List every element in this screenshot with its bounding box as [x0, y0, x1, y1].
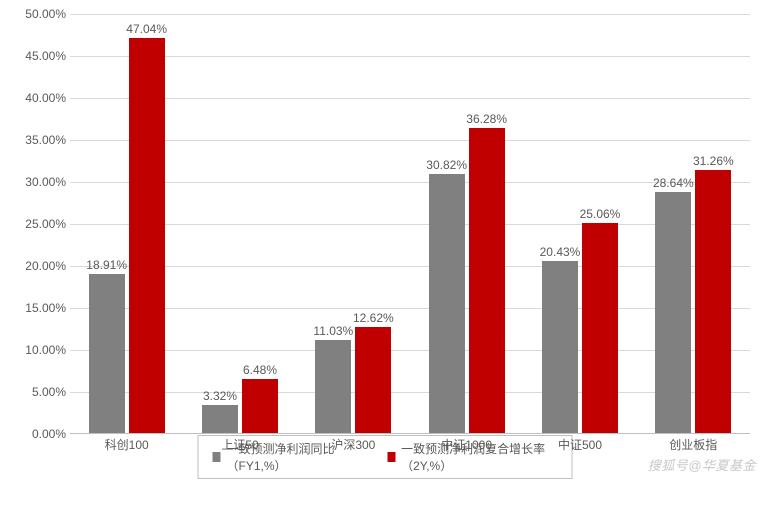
- grid-line: [70, 392, 750, 393]
- bar-value-label: 31.26%: [693, 154, 734, 170]
- grid-line: [70, 266, 750, 267]
- grid-line: [70, 350, 750, 351]
- bar-value-label: 12.62%: [353, 311, 394, 327]
- grid-line: [70, 14, 750, 15]
- bar-value-label: 28.64%: [653, 176, 694, 192]
- bar-series-1: 6.48%: [242, 379, 278, 433]
- bar-value-label: 30.82%: [426, 158, 467, 174]
- bar-value-label: 6.48%: [243, 363, 277, 379]
- y-tick-label: 10.00%: [12, 343, 66, 357]
- bar-series-1: 12.62%: [355, 327, 391, 433]
- x-tick-label: 中证1000: [441, 436, 492, 453]
- y-tick-label: 45.00%: [12, 49, 66, 63]
- y-tick-label: 0.00%: [12, 427, 66, 441]
- y-tick-label: 15.00%: [12, 301, 66, 315]
- bar-series-0: 18.91%: [89, 274, 125, 433]
- bar-series-0: 3.32%: [202, 405, 238, 433]
- x-tick-label: 沪深300: [331, 436, 375, 453]
- y-tick-label: 20.00%: [12, 259, 66, 273]
- watermark: 搜狐号@华夏基金: [648, 455, 756, 474]
- y-tick-label: 5.00%: [12, 385, 66, 399]
- y-tick-label: 25.00%: [12, 217, 66, 231]
- y-tick-label: 35.00%: [12, 133, 66, 147]
- x-tick-label: 科创100: [105, 436, 149, 453]
- legend-swatch-0: [213, 452, 221, 462]
- bar-value-label: 20.43%: [540, 245, 581, 261]
- bar-series-1: 36.28%: [469, 128, 505, 433]
- bar-series-1: 31.26%: [695, 170, 731, 433]
- legend-swatch-1: [387, 452, 395, 462]
- grid-line: [70, 224, 750, 225]
- grid-line: [70, 98, 750, 99]
- chart-container: 18.91%47.04%3.32%6.48%11.03%12.62%30.82%…: [10, 6, 760, 481]
- grid-line: [70, 182, 750, 183]
- x-tick-label: 中证500: [558, 436, 602, 453]
- bar-value-label: 25.06%: [580, 207, 621, 223]
- plot-area: 18.91%47.04%3.32%6.48%11.03%12.62%30.82%…: [70, 14, 750, 434]
- y-tick-label: 30.00%: [12, 175, 66, 189]
- y-tick-label: 40.00%: [12, 91, 66, 105]
- bar-value-label: 18.91%: [86, 258, 127, 274]
- bar-series-0: 11.03%: [315, 340, 351, 433]
- x-tick-label: 创业板指: [669, 436, 717, 453]
- bar-series-0: 30.82%: [429, 174, 465, 433]
- grid-line: [70, 308, 750, 309]
- bar-value-label: 47.04%: [126, 22, 167, 38]
- bar-value-label: 36.28%: [466, 112, 507, 128]
- grid-line: [70, 56, 750, 57]
- bar-series-0: 28.64%: [655, 192, 691, 433]
- bar-value-label: 3.32%: [203, 389, 237, 405]
- bar-value-label: 11.03%: [313, 324, 353, 340]
- y-tick-label: 50.00%: [12, 7, 66, 21]
- grid-line: [70, 140, 750, 141]
- bar-series-0: 20.43%: [542, 261, 578, 433]
- bar-series-1: 25.06%: [582, 223, 618, 434]
- bar-series-1: 47.04%: [129, 38, 165, 433]
- x-tick-label: 上证50: [221, 436, 258, 453]
